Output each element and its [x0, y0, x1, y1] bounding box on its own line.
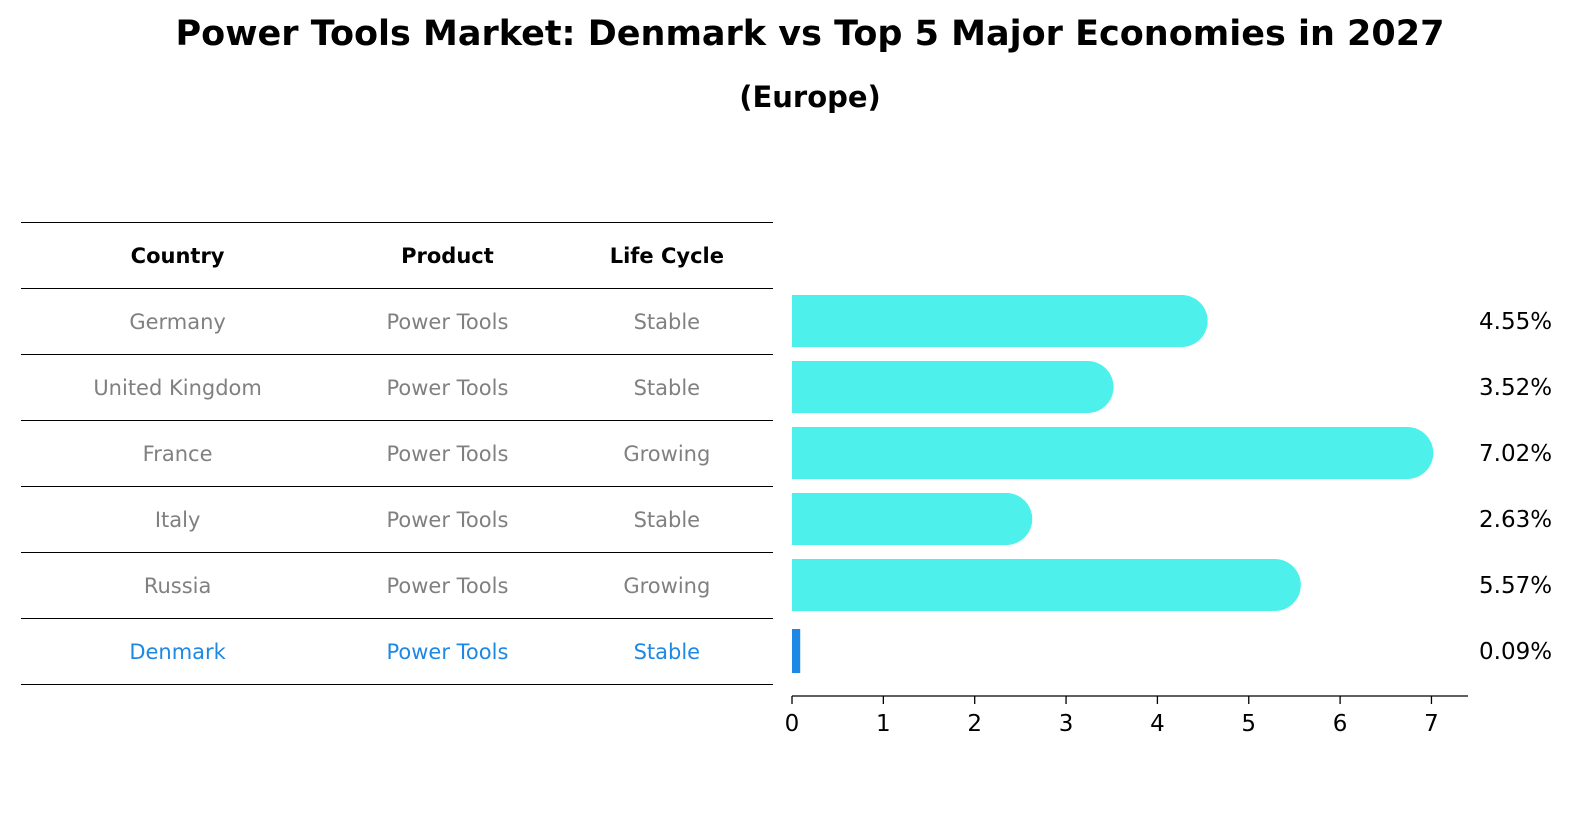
- value-label: 2.63%: [1479, 507, 1552, 533]
- value-label: 5.57%: [1479, 573, 1552, 599]
- header-product: Product: [334, 222, 561, 289]
- cell-country: Russia: [21, 552, 335, 619]
- cell-life-cycle: Stable: [560, 618, 773, 685]
- value-label: 3.52%: [1479, 375, 1552, 401]
- cell-country: Germany: [21, 288, 335, 355]
- table-row-highlight: Denmark Power Tools Stable: [21, 618, 773, 685]
- x-tick-label: 0: [785, 711, 800, 737]
- table-row: Italy Power Tools Stable: [21, 486, 773, 553]
- table-header-row: Country Product Life Cycle: [21, 222, 773, 289]
- cell-product: Power Tools: [334, 354, 561, 421]
- x-tick-label: 2: [967, 711, 982, 737]
- bar-germany: [792, 295, 1208, 347]
- cell-life-cycle: Stable: [560, 354, 773, 421]
- bar-italy: [792, 493, 1033, 545]
- header-country: Country: [21, 222, 335, 289]
- value-label: 4.55%: [1479, 309, 1552, 335]
- cell-product: Power Tools: [334, 486, 561, 553]
- chart-subtitle: (Europe): [739, 80, 881, 114]
- cell-country: Denmark: [21, 618, 335, 685]
- cell-country: France: [21, 420, 335, 487]
- cell-product: Power Tools: [334, 288, 561, 355]
- cell-country: Italy: [21, 486, 335, 553]
- bar-france: [792, 427, 1434, 479]
- chart-title: Power Tools Market: Denmark vs Top 5 Maj…: [175, 14, 1445, 54]
- cell-product: Power Tools: [334, 618, 561, 685]
- bar-russia: [792, 559, 1301, 611]
- cell-life-cycle: Stable: [560, 288, 773, 355]
- x-tick-label: 6: [1333, 711, 1348, 737]
- header-life-cycle: Life Cycle: [560, 222, 773, 289]
- bar-united-kingdom: [792, 361, 1114, 413]
- cell-product: Power Tools: [334, 552, 561, 619]
- x-tick-label: 7: [1424, 711, 1439, 737]
- cell-product: Power Tools: [334, 420, 561, 487]
- data-table: Country Product Life Cycle Germany Power…: [21, 222, 773, 685]
- x-tick-label: 4: [1150, 711, 1165, 737]
- table-row: United Kingdom Power Tools Stable: [21, 354, 773, 421]
- bar-denmark: [792, 629, 801, 673]
- cell-life-cycle: Growing: [560, 420, 773, 487]
- x-tick-label: 5: [1241, 711, 1256, 737]
- value-label: 0.09%: [1479, 639, 1552, 665]
- cell-country: United Kingdom: [21, 354, 335, 421]
- cell-life-cycle: Growing: [560, 552, 773, 619]
- value-label: 7.02%: [1479, 441, 1552, 467]
- table-row: France Power Tools Growing: [21, 420, 773, 487]
- cell-life-cycle: Stable: [560, 486, 773, 553]
- table-row: Germany Power Tools Stable: [21, 288, 773, 355]
- x-tick-label: 3: [1059, 711, 1074, 737]
- x-tick-label: 1: [876, 711, 891, 737]
- table-row: Russia Power Tools Growing: [21, 552, 773, 619]
